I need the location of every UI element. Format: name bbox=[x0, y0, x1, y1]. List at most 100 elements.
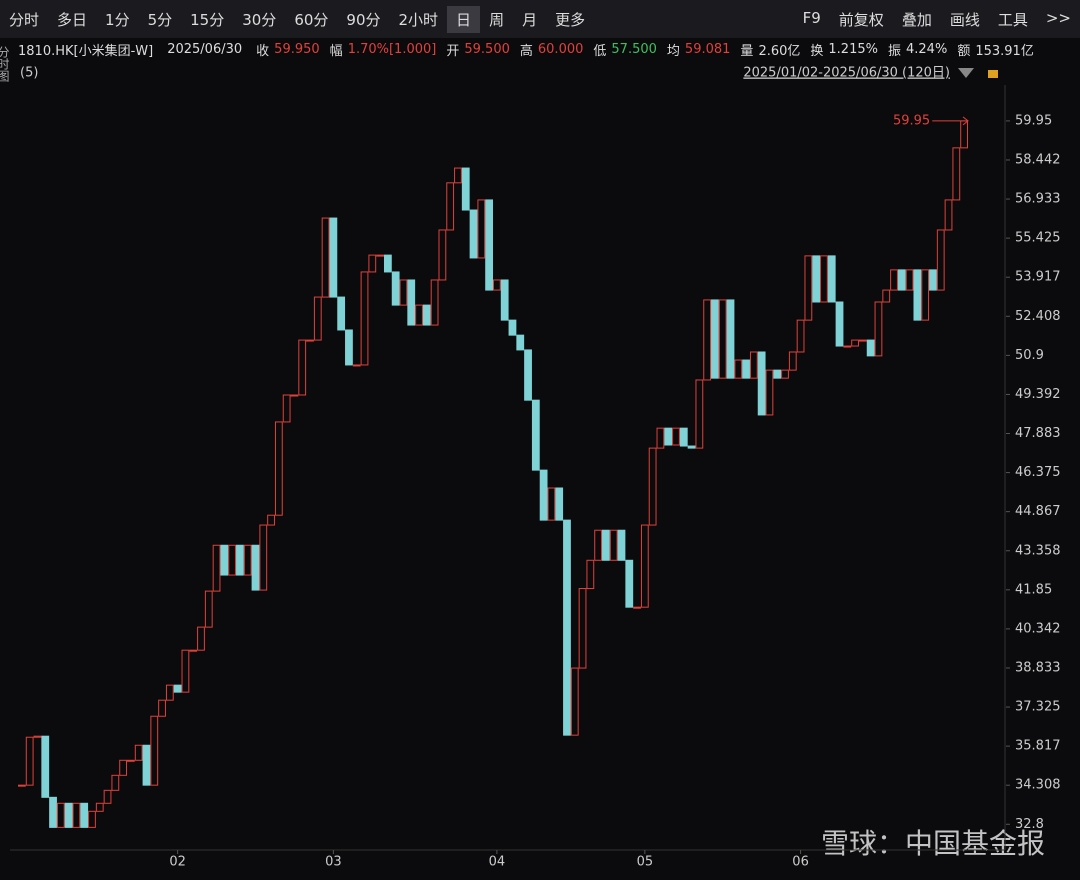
period-tab[interactable]: 日 bbox=[447, 5, 481, 33]
quote-label: 幅 bbox=[329, 43, 343, 59]
box bbox=[383, 254, 392, 273]
box bbox=[602, 529, 610, 561]
box bbox=[49, 796, 57, 828]
y-tick-label: 32.8 bbox=[1015, 817, 1044, 832]
box bbox=[477, 199, 486, 259]
last-price-label: 59.95 bbox=[893, 113, 930, 128]
box bbox=[851, 339, 859, 347]
period-tab[interactable]: 5分 bbox=[147, 10, 173, 29]
box bbox=[594, 529, 603, 561]
y-tick-label: 58.442 bbox=[1015, 152, 1061, 167]
box bbox=[391, 271, 400, 306]
box bbox=[80, 802, 89, 828]
lock[interactable] bbox=[988, 70, 998, 78]
box bbox=[625, 559, 634, 608]
side-tab[interactable]: 分时图 bbox=[0, 46, 10, 82]
tool-button[interactable]: >> bbox=[1045, 8, 1071, 27]
period-tab[interactable]: 分时 bbox=[9, 10, 40, 29]
y-tick-label: 50.9 bbox=[1015, 348, 1044, 363]
box bbox=[578, 588, 587, 669]
y-tick-label: 53.917 bbox=[1015, 270, 1061, 285]
tool-button[interactable]: 工具 bbox=[997, 10, 1028, 29]
last-arrow-head bbox=[962, 116, 969, 126]
x-tick-label: 05 bbox=[637, 855, 654, 870]
box bbox=[897, 269, 906, 291]
date: 2025/06/30 bbox=[167, 41, 243, 57]
y-tick-label: 34.308 bbox=[1015, 778, 1061, 793]
period-tab[interactable]: 2小时 bbox=[398, 10, 439, 29]
box bbox=[820, 255, 828, 303]
dropdown[interactable] bbox=[958, 68, 974, 78]
box bbox=[781, 369, 789, 379]
box bbox=[119, 759, 128, 776]
box bbox=[376, 254, 384, 257]
y-tick-label: 56.933 bbox=[1015, 192, 1061, 207]
y-tick-label: 35.817 bbox=[1015, 739, 1061, 754]
box bbox=[204, 590, 213, 628]
x-tick-label: 03 bbox=[325, 855, 342, 870]
box bbox=[788, 351, 797, 371]
box bbox=[617, 529, 626, 561]
box bbox=[306, 339, 314, 342]
box bbox=[25, 736, 34, 786]
box bbox=[72, 802, 81, 828]
period-tab[interactable]: 多日 bbox=[57, 10, 88, 29]
box bbox=[243, 544, 252, 576]
box bbox=[111, 774, 120, 791]
box bbox=[446, 182, 455, 231]
box bbox=[18, 784, 26, 787]
period-tab[interactable]: 30分 bbox=[242, 10, 277, 29]
quote-value: 60.000 bbox=[537, 41, 584, 57]
box bbox=[656, 427, 665, 449]
box bbox=[804, 255, 813, 321]
box bbox=[127, 759, 135, 762]
period-tab[interactable]: 更多 bbox=[555, 10, 586, 29]
box bbox=[874, 301, 883, 357]
box bbox=[189, 649, 198, 652]
box bbox=[352, 364, 361, 367]
tool-button[interactable]: F9 bbox=[802, 8, 821, 27]
box bbox=[960, 120, 969, 149]
box bbox=[142, 744, 151, 786]
quote-value: 59.500 bbox=[464, 41, 510, 57]
box bbox=[633, 606, 641, 609]
tool-button[interactable]: 画线 bbox=[949, 10, 980, 29]
box bbox=[41, 735, 50, 798]
sidebar: 分时图K线图F10成交明细深度资料 bbox=[0, 40, 12, 560]
box bbox=[749, 351, 758, 379]
y-tick-label: 49.392 bbox=[1015, 387, 1061, 402]
box bbox=[944, 199, 953, 231]
box bbox=[134, 744, 143, 761]
box bbox=[103, 789, 112, 804]
box bbox=[563, 519, 571, 736]
tool-button[interactable]: 前复权 bbox=[838, 10, 884, 29]
box bbox=[181, 649, 190, 693]
period-tab[interactable]: 周 bbox=[489, 10, 505, 29]
quote-value: 2.60亿 bbox=[758, 43, 801, 59]
quote-value: 59.950 bbox=[274, 41, 320, 57]
box bbox=[555, 487, 564, 521]
box bbox=[711, 299, 719, 379]
box bbox=[703, 299, 712, 381]
box bbox=[415, 304, 423, 326]
period-tab[interactable]: 月 bbox=[522, 10, 538, 29]
period-tab[interactable]: 90分 bbox=[346, 10, 381, 29]
quote-label: 收 bbox=[256, 43, 270, 59]
tool-button[interactable]: 叠加 bbox=[901, 10, 932, 29]
box bbox=[796, 319, 805, 353]
symbol: 1810.HK[小米集团-W] bbox=[18, 43, 154, 59]
box bbox=[220, 544, 229, 576]
period-tab[interactable]: 60分 bbox=[294, 10, 329, 29]
quote-label: 振 bbox=[887, 43, 901, 59]
box bbox=[890, 269, 898, 291]
box bbox=[485, 199, 493, 291]
y-tick-label: 41.85 bbox=[1015, 582, 1052, 597]
box bbox=[734, 359, 743, 379]
period-tab[interactable]: 1分 bbox=[105, 10, 130, 29]
box bbox=[197, 626, 205, 651]
period-tab[interactable]: 15分 bbox=[190, 10, 225, 29]
box bbox=[827, 255, 836, 303]
box bbox=[773, 369, 782, 379]
box bbox=[609, 529, 618, 561]
box bbox=[882, 289, 891, 303]
